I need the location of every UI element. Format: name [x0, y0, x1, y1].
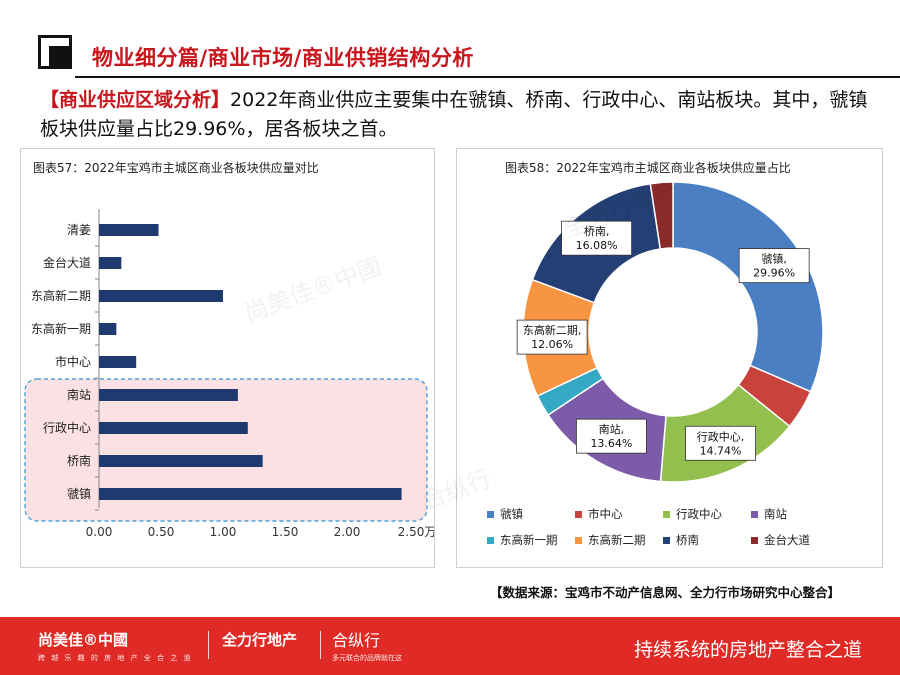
donut-data-label: 13.64% [590, 437, 632, 450]
category-label: 桥南 [67, 453, 91, 468]
category-label: 东高新一期 [31, 321, 91, 336]
page-title: 物业细分篇/商业市场/商业供销结构分析 [92, 46, 474, 70]
highlight-box [24, 378, 428, 522]
category-label: 金台大道 [43, 255, 91, 270]
legend-swatch [751, 537, 758, 544]
bar-金台大道 [99, 257, 122, 269]
donut-label-box [738, 248, 810, 284]
donut-label-box [576, 418, 647, 454]
x-tick-label: 1.50 [272, 525, 299, 539]
footer-brand-quanlixing: 全力行地产 [222, 631, 298, 649]
donut-data-label: 东高新二期, [523, 323, 582, 337]
category-label: 市中心 [55, 354, 91, 369]
legend-swatch [663, 537, 670, 544]
category-label: 行政中心 [43, 420, 91, 435]
x-tick-label: 1.00 [210, 525, 237, 539]
donut-data-label: 12.06% [531, 338, 573, 351]
bar-南站 [99, 389, 238, 401]
donut-data-label: 行政中心, [697, 429, 745, 443]
footer-separator [208, 631, 209, 659]
donut-data-label: 14.74% [700, 444, 742, 457]
legend-swatch [663, 511, 670, 518]
footer-slogan: 持续系统的房地产整合之道 [633, 639, 862, 661]
legend-swatch [575, 511, 582, 518]
donut-slice-金台大道 [649, 181, 674, 250]
category-label: 东高新二期 [31, 288, 91, 303]
category-label: 虢镇 [67, 487, 91, 501]
donut-chart: 虢镇,29.96% 行政中心,14.74% 南站,13.64% 东高新二期,12.06… [487, 181, 824, 547]
bar-chart-panel: 图表57：2022年宝鸡市主城区商业各板块供应量对比 清姜金台大道东高新二期东高… [20, 148, 435, 568]
footer-separator [320, 631, 321, 659]
donut-data-label: 虢镇, [761, 252, 787, 266]
footer-brand-hezongxing: 合纵行 [332, 631, 381, 650]
bar-chart-title: 图表57：2022年宝鸡市主城区商业各板块供应量对比 [33, 161, 319, 175]
legend-label: 金台大道 [764, 533, 810, 547]
legend-label: 东高新一期 [500, 533, 558, 547]
legend-swatch [575, 537, 582, 544]
category-label: 清姜 [67, 223, 91, 237]
legend-label: 虢镇 [500, 507, 523, 521]
donut-label-box [685, 425, 756, 461]
legend-label: 南站 [764, 507, 787, 521]
donut-chart-title: 图表58：2022年宝鸡市主城区商业各板块供应量占比 [505, 161, 791, 175]
donut-data-label: 16.08% [576, 239, 618, 252]
bar-市中心 [99, 356, 137, 368]
donut-data-label: 桥南, [584, 225, 610, 238]
legend-label: 桥南 [676, 533, 699, 547]
donut-data-label: 29.96% [753, 267, 795, 280]
legend-swatch [751, 511, 758, 518]
footer-brand-hezongxing-tagline: 多元联合的品牌就在这 [332, 654, 402, 662]
bar-桥南 [99, 455, 263, 467]
x-tick-label: 2.50万㎡ [398, 525, 434, 539]
donut-label-box [561, 220, 633, 256]
bar-清姜 [99, 224, 159, 236]
legend-swatch [487, 537, 494, 544]
donut-chart-panel: 图表58：2022年宝鸡市主城区商业各板块供应量占比 虢镇, 29.96% 行政中心… [456, 148, 883, 568]
x-tick-label: 2.00 [334, 525, 361, 539]
bar-东高新二期 [99, 290, 223, 302]
footer-brand-tagline: 跨 越 乐 趣 的 房 地 产 全 合 之 道 [38, 654, 193, 662]
title-square-icon [38, 35, 72, 69]
summary-paragraph: 【商业供应区域分析】2022年商业供应主要集中在虢镇、桥南、行政中心、南站板块。… [40, 86, 870, 144]
donut-data-label: 南站, [599, 422, 625, 436]
footer-bar: 尚美佳®中國 跨 越 乐 趣 的 房 地 产 全 合 之 道 全力行地产 合纵行… [0, 617, 900, 675]
data-source-note: 【数据来源：宝鸡市不动产信息网、全力行市场研究中心整合】 [489, 585, 840, 600]
legend-label: 市中心 [588, 507, 623, 521]
summary-lead: 【商业供应区域分析】 [40, 89, 231, 111]
legend-label: 行政中心 [676, 507, 722, 521]
legend-swatch [487, 511, 494, 518]
legend-label: 东高新二期 [588, 533, 646, 547]
bar-行政中心 [99, 422, 248, 434]
x-tick-label: 0.50 [148, 525, 175, 539]
summary-text: 2022年商业供应主要集中在虢镇、桥南、行政中心、南站板块。其中，虢镇板块供应量… [40, 89, 868, 140]
bar-东高新一期 [99, 323, 117, 335]
donut-label-box [516, 319, 588, 355]
category-label: 南站 [67, 387, 91, 402]
donut-slice-虢镇 [672, 181, 824, 393]
bar-虢镇 [99, 488, 402, 500]
title-divider [75, 76, 900, 78]
x-tick-label: 0.00 [86, 525, 113, 539]
footer-brand-shangmeijia: 尚美佳®中國 [38, 631, 129, 649]
